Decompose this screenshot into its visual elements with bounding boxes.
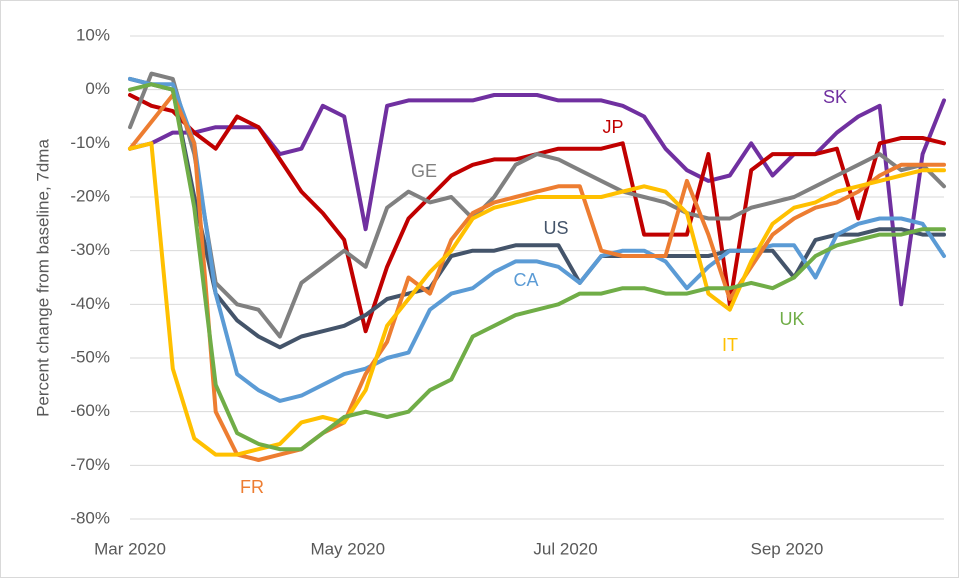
y-tick-label: -10%	[70, 133, 110, 152]
series-label: JP	[602, 117, 623, 137]
y-axis-label: Percent change from baseline, 7dma	[33, 139, 52, 417]
y-tick-label: -50%	[70, 347, 110, 366]
y-tick-label: -70%	[70, 455, 110, 474]
series-line	[128, 93, 946, 462]
series-label: CA	[513, 270, 538, 290]
x-tick-label: Mar 2020	[94, 539, 166, 558]
y-tick-label: -30%	[70, 240, 110, 259]
series-line	[128, 71, 946, 339]
series-label: GE	[411, 161, 437, 181]
series-label: IT	[722, 335, 738, 355]
x-tick-label: Jul 2020	[533, 539, 597, 558]
y-tick-label: 10%	[76, 25, 110, 44]
y-tick-label: -80%	[70, 508, 110, 527]
label-layer: -80% -70% -60% -50% -40% -30% -20% -10% 0% 10% Mar…	[70, 25, 847, 558]
series-line	[128, 82, 946, 452]
y-tick-label: -60%	[70, 401, 110, 420]
x-tick-label: May 2020	[310, 539, 385, 558]
series-label: SK	[823, 87, 847, 107]
y-tick-label: 0%	[85, 79, 110, 98]
series-label: US	[543, 218, 568, 238]
series-line	[128, 76, 946, 403]
series-label: FR	[240, 477, 264, 497]
x-tick-label: Sep 2020	[751, 539, 824, 558]
series-label: UK	[779, 309, 804, 329]
series-line	[128, 76, 946, 350]
line-layer	[128, 71, 946, 462]
y-tick-label: -40%	[70, 294, 110, 313]
y-tick-label: -20%	[70, 186, 110, 205]
